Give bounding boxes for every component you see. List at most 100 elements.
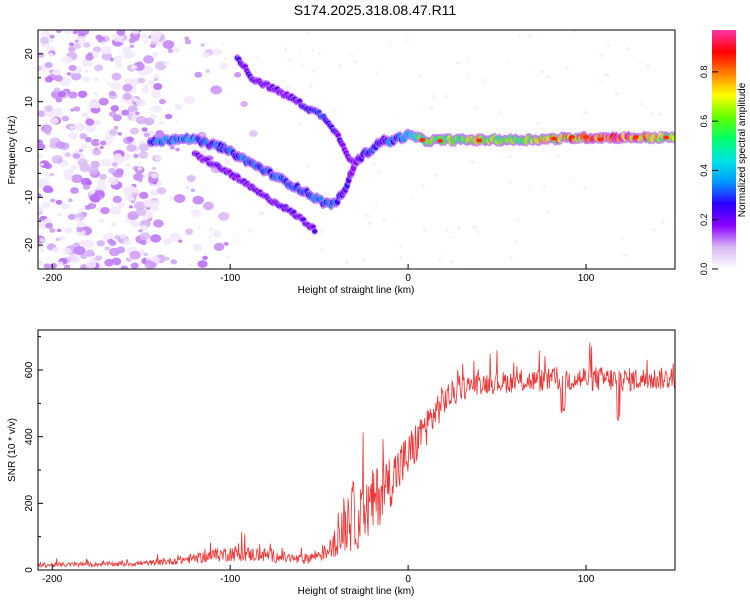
noise-blob bbox=[331, 109, 336, 112]
noise-blob bbox=[100, 158, 113, 167]
noise-blob bbox=[93, 119, 102, 126]
noise-blob bbox=[432, 94, 436, 99]
noise-blob bbox=[152, 200, 160, 206]
noise-blob bbox=[143, 132, 150, 138]
main-trace-peak bbox=[632, 135, 639, 140]
noise-blob bbox=[120, 265, 128, 269]
noise-blob bbox=[49, 39, 54, 43]
noise-blob bbox=[173, 194, 186, 203]
noise-blob bbox=[66, 72, 72, 76]
noise-blob bbox=[152, 51, 159, 57]
colorbar-tick-label: 0.0 bbox=[699, 263, 709, 276]
noise-blob bbox=[49, 117, 59, 125]
noise-blob bbox=[130, 127, 139, 135]
noise-blob bbox=[152, 167, 157, 170]
noise-blob bbox=[545, 75, 551, 78]
noise-blob bbox=[155, 130, 165, 137]
noise-blob bbox=[286, 85, 289, 90]
noise-blob bbox=[126, 258, 132, 262]
noise-blob bbox=[78, 148, 84, 153]
noise-blob bbox=[555, 154, 561, 158]
noise-blob bbox=[210, 85, 222, 95]
noise-blob bbox=[154, 154, 163, 161]
noise-blob bbox=[225, 92, 228, 96]
noise-blob bbox=[50, 198, 56, 203]
noise-blob bbox=[125, 194, 134, 201]
noise-blob bbox=[44, 62, 53, 69]
noise-blob bbox=[122, 48, 130, 54]
noise-blob bbox=[146, 238, 151, 243]
noise-blob bbox=[150, 234, 162, 243]
noise-blob bbox=[98, 218, 105, 223]
noise-blob bbox=[164, 256, 170, 261]
noise-blob bbox=[184, 39, 192, 45]
noise-blob bbox=[193, 243, 203, 251]
noise-blob bbox=[74, 122, 85, 131]
noise-blob bbox=[471, 160, 475, 164]
spectrogram-x-ticks: -200 -100 0 100 bbox=[42, 264, 595, 284]
noise-blob bbox=[49, 142, 58, 149]
noise-blob bbox=[91, 138, 101, 147]
noise-blob bbox=[309, 84, 313, 89]
noise-blob bbox=[63, 266, 70, 269]
noise-blob bbox=[185, 186, 190, 190]
noise-blob bbox=[71, 174, 83, 184]
colorbar-tick-label: 0.2 bbox=[699, 213, 709, 226]
noise-blob bbox=[108, 90, 116, 97]
noise-blob bbox=[353, 59, 358, 64]
noise-blob bbox=[93, 91, 99, 96]
main-trace-peak bbox=[476, 138, 483, 143]
noise-blob bbox=[212, 230, 222, 238]
noise-blob bbox=[350, 54, 353, 57]
noise-blob bbox=[518, 33, 521, 38]
noise-blob bbox=[123, 238, 132, 246]
noise-blob bbox=[122, 92, 132, 101]
noise-blob bbox=[104, 258, 115, 267]
noise-blob bbox=[371, 162, 375, 166]
noise-blob bbox=[149, 107, 154, 111]
noise-blob bbox=[39, 249, 45, 253]
noise-blob bbox=[185, 228, 194, 235]
noise-blob bbox=[51, 155, 64, 164]
noise-blob bbox=[85, 54, 94, 61]
spectrogram-y-ticks: -20 -10 0 10 20 bbox=[24, 48, 43, 252]
noise-blob bbox=[361, 258, 366, 263]
noise-blob bbox=[301, 64, 305, 67]
noise-blob bbox=[110, 222, 117, 227]
noise-blob bbox=[38, 205, 44, 213]
noise-blob bbox=[248, 130, 258, 137]
noise-blob bbox=[184, 36, 190, 41]
noise-blob bbox=[129, 250, 141, 260]
noise-blob bbox=[622, 253, 627, 257]
noise-blob bbox=[85, 118, 95, 126]
noise-blob bbox=[51, 69, 61, 76]
noise-blob bbox=[140, 224, 149, 231]
noise-blob bbox=[138, 229, 143, 233]
noise-blob bbox=[63, 30, 74, 35]
noise-blob bbox=[79, 240, 88, 246]
noise-blob bbox=[163, 61, 170, 66]
noise-blob bbox=[159, 98, 166, 105]
noise-blob bbox=[218, 212, 230, 221]
noise-blob bbox=[171, 64, 174, 67]
noise-blob bbox=[100, 207, 110, 215]
snr-x-ticks: -200 -100 0 100 bbox=[42, 565, 595, 585]
noise-blob bbox=[528, 184, 531, 189]
noise-blob bbox=[365, 214, 368, 218]
noise-blob bbox=[583, 186, 587, 190]
noise-blob bbox=[159, 121, 165, 125]
noise-blob bbox=[81, 58, 93, 67]
colorbar-tick-label: 0.8 bbox=[699, 66, 709, 79]
noise-blob bbox=[38, 65, 42, 72]
noise-blob bbox=[110, 81, 122, 90]
noise-blob bbox=[78, 208, 84, 213]
noise-blob bbox=[375, 71, 379, 76]
noise-blob bbox=[64, 174, 73, 181]
noise-blob bbox=[224, 56, 227, 60]
noise-blob bbox=[134, 201, 146, 211]
noise-blob bbox=[150, 205, 159, 212]
noise-blob bbox=[281, 79, 284, 83]
noise-blob bbox=[497, 110, 501, 114]
noise-blob bbox=[169, 196, 174, 200]
lower-trace-point bbox=[312, 229, 318, 234]
